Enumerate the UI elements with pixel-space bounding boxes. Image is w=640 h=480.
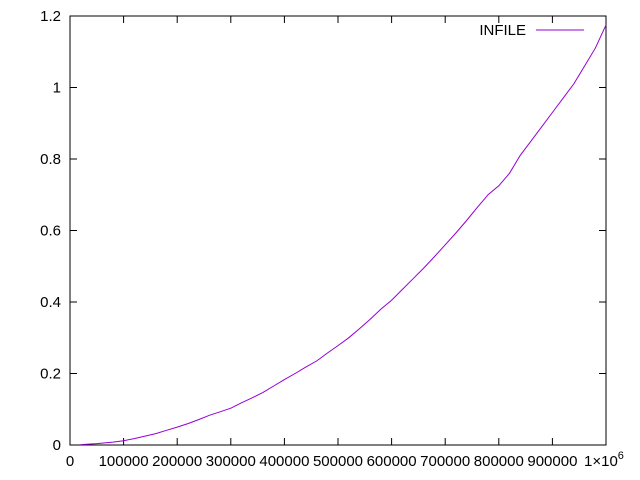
x-tick-label: 800000 xyxy=(474,453,524,470)
x-tick-label: 400000 xyxy=(259,453,309,470)
legend-label-infile: INFILE xyxy=(479,22,526,39)
x-tick-label: 500000 xyxy=(313,453,363,470)
x-tick-label-base: 1×10 xyxy=(584,453,618,470)
y-tick-label: 0.8 xyxy=(40,151,61,168)
x-tick-label: 900000 xyxy=(527,453,577,470)
x-tick-label: 300000 xyxy=(206,453,256,470)
y-tick-label: 0.6 xyxy=(40,223,61,240)
series-layer xyxy=(80,24,607,446)
x-tick-label: 100000 xyxy=(99,453,149,470)
x-tick-label: 1×106 xyxy=(584,450,624,470)
x-axis-ticks: 0 100000 200000 300000 400000 500000 600000 700… xyxy=(66,16,624,470)
x-tick-label: 700000 xyxy=(420,453,470,470)
y-axis-ticks: 0 0.2 0.4 0.6 0.8 1 1.2 xyxy=(40,8,606,454)
y-tick-label: 0.2 xyxy=(40,366,61,383)
x-tick-label: 200000 xyxy=(152,453,202,470)
x-tick-label: 600000 xyxy=(367,453,417,470)
y-tick-label: 0.4 xyxy=(40,294,61,311)
plot-area-frame xyxy=(69,15,607,446)
x-tick-label-exponent: 6 xyxy=(618,450,624,462)
series-line-infile xyxy=(80,24,607,446)
y-tick-label: 1.2 xyxy=(40,8,61,25)
x-tick-label: 0 xyxy=(66,453,74,470)
y-tick-label: 0 xyxy=(53,437,61,454)
legend: INFILE xyxy=(479,22,584,39)
y-tick-label: 1 xyxy=(53,80,61,97)
